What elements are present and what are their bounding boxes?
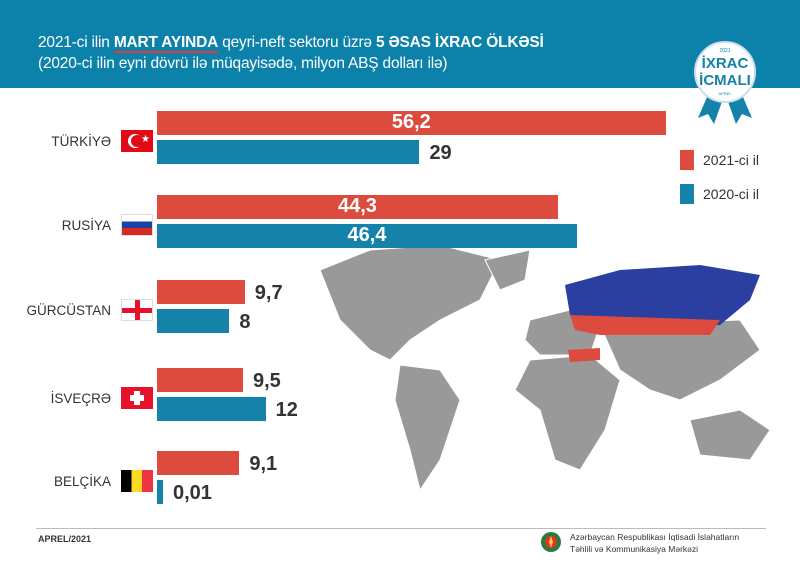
data-label: 9,5 xyxy=(252,370,281,392)
world-map xyxy=(319,244,771,492)
ixrac-icmali-badge-icon: 2021 İXRAC İCMALI APREL xyxy=(694,41,756,124)
country-label: RUSİYA xyxy=(58,212,153,238)
subtitle: (2020-ci ilin eyni dövrü ilə müqayisədə,… xyxy=(38,55,448,72)
data-label: 8 xyxy=(239,311,251,333)
bar-2021 xyxy=(157,195,558,219)
bar-2020 xyxy=(157,140,420,164)
georgia-flag-icon xyxy=(121,299,153,321)
bar-2020 xyxy=(157,397,266,421)
country-label: TÜRKİYƏ ★ xyxy=(51,128,153,154)
country-name: TÜRKİYƏ xyxy=(51,133,111,149)
title: 2021-ci ilin MART AYINDA qeyri-neft sekt… xyxy=(38,34,544,53)
country-name: GÜRCÜSTAN xyxy=(26,302,111,318)
legend-label: 2021-ci il xyxy=(703,152,760,168)
data-label: 46,4 xyxy=(347,224,387,246)
data-label: 9,1 xyxy=(249,453,278,475)
org-line2: Təhlili və Kommunikasiya Mərkəzi xyxy=(570,544,699,554)
russia-flag-icon xyxy=(121,214,153,236)
bar-2021 xyxy=(157,111,666,135)
svg-text:İCMALI: İCMALI xyxy=(699,72,751,89)
svg-text:2021: 2021 xyxy=(719,48,730,54)
bar-2021 xyxy=(157,280,245,304)
bar-2020 xyxy=(157,224,577,248)
data-label: 9,7 xyxy=(254,282,283,304)
data-label: 44,3 xyxy=(337,195,377,217)
country-label: İSVEÇRƏ xyxy=(51,385,153,411)
country-name: RUSİYA xyxy=(61,217,111,233)
emblem-icon xyxy=(541,532,561,552)
bar-2021 xyxy=(157,451,240,475)
data-label: 56,2 xyxy=(391,111,431,133)
header-banner: 2021-ci ilin MART AYINDA qeyri-neft sekt… xyxy=(0,0,800,88)
belgium-flag-icon xyxy=(121,470,153,492)
turkey-flag-icon: ★ xyxy=(121,130,153,152)
country-name: İSVEÇRƏ xyxy=(50,390,111,406)
bar-2020 xyxy=(157,480,163,504)
footer-org: Azərbaycan Respublikası İqtisadi İslahat… xyxy=(540,530,739,556)
country-name: BELÇİKA xyxy=(53,473,111,489)
data-label: 0,01 xyxy=(173,482,212,504)
legend-swatch xyxy=(680,150,694,170)
legend-item-2021: 2021-ci il xyxy=(680,150,759,170)
country-label: BELÇİKA xyxy=(54,468,153,494)
legend-swatch xyxy=(680,184,694,204)
footer-date: APREL/2021 xyxy=(38,534,92,544)
svg-text:İXRAC: İXRAC xyxy=(702,55,749,72)
switzerland-flag-icon xyxy=(121,387,153,409)
org-line1: Azərbaycan Respublikası İqtisadi İslahat… xyxy=(570,532,740,542)
legend-label: 2020-ci il xyxy=(703,186,760,202)
country-label: GÜRCÜSTAN xyxy=(26,297,153,323)
data-label: 12 xyxy=(275,399,298,421)
legend-item-2020: 2020-ci il xyxy=(680,184,759,204)
svg-text:APREL: APREL xyxy=(718,91,732,96)
bar-2020 xyxy=(157,309,230,333)
bar-2021 xyxy=(157,368,243,392)
data-label: 29 xyxy=(429,142,452,164)
footer-divider xyxy=(36,528,766,529)
